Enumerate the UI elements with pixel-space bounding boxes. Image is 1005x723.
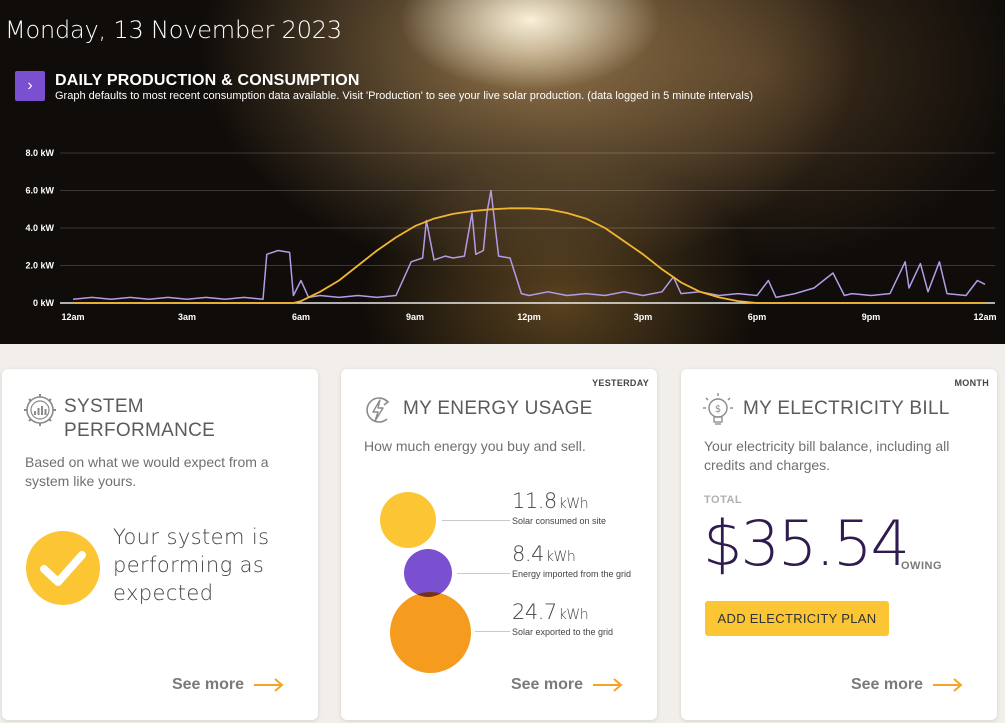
leader-line bbox=[442, 520, 510, 521]
period-tag: MONTH bbox=[954, 378, 989, 388]
stat-solar-consumed-value: 11.8 kWh bbox=[512, 489, 589, 513]
energy-usage-card[interactable]: YESTERDAY MY ENERGY USAGE How much energ… bbox=[341, 369, 657, 720]
x-tick-label: 6am bbox=[292, 312, 310, 322]
y-tick-label: 6.0 kW bbox=[25, 186, 54, 196]
see-more-label: See more bbox=[510, 676, 583, 693]
stat-solar-consumed-label: Solar consumed on site bbox=[512, 516, 607, 526]
x-tick-label: 6pm bbox=[748, 312, 767, 322]
electricity-bill-card[interactable]: MONTH $ MY ELECTRICITY BILL Your electri… bbox=[681, 369, 997, 720]
chart-toggle-button[interactable]: › bbox=[15, 71, 45, 101]
card-description: Your electricity bill balance, including… bbox=[704, 438, 950, 473]
page-date: Monday, 13 November 2023 bbox=[5, 16, 342, 44]
arrow-right-icon bbox=[254, 678, 284, 692]
y-tick-label: 4.0 kW bbox=[25, 223, 54, 233]
stat-unit: kWh bbox=[558, 496, 589, 512]
x-tick-label: 9pm bbox=[862, 312, 881, 322]
lightning-icon bbox=[366, 397, 390, 423]
hero-panel: Monday, 13 November 2023 › DAILY PRODUCT… bbox=[0, 0, 1005, 344]
stat-number: 24.7 bbox=[512, 600, 557, 624]
stat-grid-import-value: 8.4 kWh bbox=[512, 542, 576, 566]
see-more-link[interactable]: See more bbox=[851, 676, 963, 694]
stat-grid-import-label: Energy imported from the grid bbox=[512, 569, 632, 579]
add-electricity-plan-button[interactable]: ADD ELECTRICITY PLAN bbox=[705, 601, 889, 636]
x-tick-label: 3am bbox=[178, 312, 196, 322]
status-line: Your system is bbox=[113, 525, 270, 549]
gauge-gear-icon bbox=[24, 394, 56, 426]
card-description: How much energy you buy and sell. bbox=[364, 438, 586, 454]
arrow-right-icon bbox=[933, 678, 963, 692]
chart-subtitle: Graph defaults to most recent consumptio… bbox=[55, 90, 753, 102]
see-more-link[interactable]: See more bbox=[172, 676, 284, 694]
see-more-label: See more bbox=[171, 676, 244, 693]
x-tick-label: 12pm bbox=[517, 312, 541, 322]
stat-number: 8.4 bbox=[512, 542, 544, 566]
production-consumption-chart: 0 kW 2.0 kW 4.0 kW 6.0 kW 8.0 kW 12am 3am 6am 9… bbox=[25, 148, 996, 322]
performance-status: Your system is performing as expected bbox=[113, 523, 303, 607]
card-title: MY ENERGY USAGE bbox=[403, 398, 593, 419]
owing-label: OWING bbox=[901, 560, 942, 572]
consumption-series-line bbox=[72, 189, 986, 301]
leader-line bbox=[457, 573, 510, 574]
x-tick-label: 12am bbox=[61, 312, 84, 322]
svg-text:$: $ bbox=[715, 404, 721, 415]
see-more-label: See more bbox=[850, 676, 923, 693]
bill-amount: $35.54 bbox=[703, 507, 910, 580]
x-tick-label: 9am bbox=[406, 312, 424, 322]
system-performance-card[interactable]: SYSTEM PERFORMANCE Based on what we woul… bbox=[2, 369, 318, 720]
bubble-solar-consumed bbox=[380, 492, 436, 548]
arrow-right-icon bbox=[593, 678, 623, 692]
status-line: performing as bbox=[113, 553, 265, 577]
production-series-line bbox=[73, 207, 985, 304]
leader-line bbox=[475, 631, 510, 632]
check-icon bbox=[26, 531, 100, 605]
x-tick-label: 12am bbox=[973, 312, 996, 322]
stat-unit: kWh bbox=[545, 549, 576, 565]
y-tick-label: 0 kW bbox=[33, 298, 55, 308]
card-description: Based on what we would expect from a sys… bbox=[25, 454, 269, 489]
y-tick-label: 2.0 kW bbox=[25, 261, 54, 271]
chevron-right-icon: › bbox=[27, 77, 33, 94]
card-title-line: PERFORMANCE bbox=[64, 420, 216, 441]
stat-solar-export-label: Solar exported to the grid bbox=[512, 627, 614, 637]
card-title-line: SYSTEM bbox=[64, 396, 144, 417]
stat-unit: kWh bbox=[558, 607, 589, 623]
x-tick-label: 3pm bbox=[634, 312, 653, 322]
bubble-solar-export bbox=[390, 592, 471, 673]
status-line: expected bbox=[113, 581, 214, 605]
chart-title: DAILY PRODUCTION & CONSUMPTION bbox=[55, 72, 360, 89]
lightbulb-dollar-icon: $ bbox=[703, 393, 733, 425]
stat-solar-export-value: 24.7 kWh bbox=[512, 600, 589, 624]
period-tag: YESTERDAY bbox=[592, 378, 649, 388]
stat-number: 11.8 bbox=[512, 489, 557, 513]
y-tick-label: 8.0 kW bbox=[25, 148, 54, 158]
see-more-link[interactable]: See more bbox=[511, 676, 623, 694]
total-label: TOTAL bbox=[704, 494, 743, 506]
bubble-grid-import bbox=[404, 549, 452, 597]
card-title: MY ELECTRICITY BILL bbox=[743, 398, 950, 419]
card-title: SYSTEM PERFORMANCE bbox=[64, 395, 304, 443]
